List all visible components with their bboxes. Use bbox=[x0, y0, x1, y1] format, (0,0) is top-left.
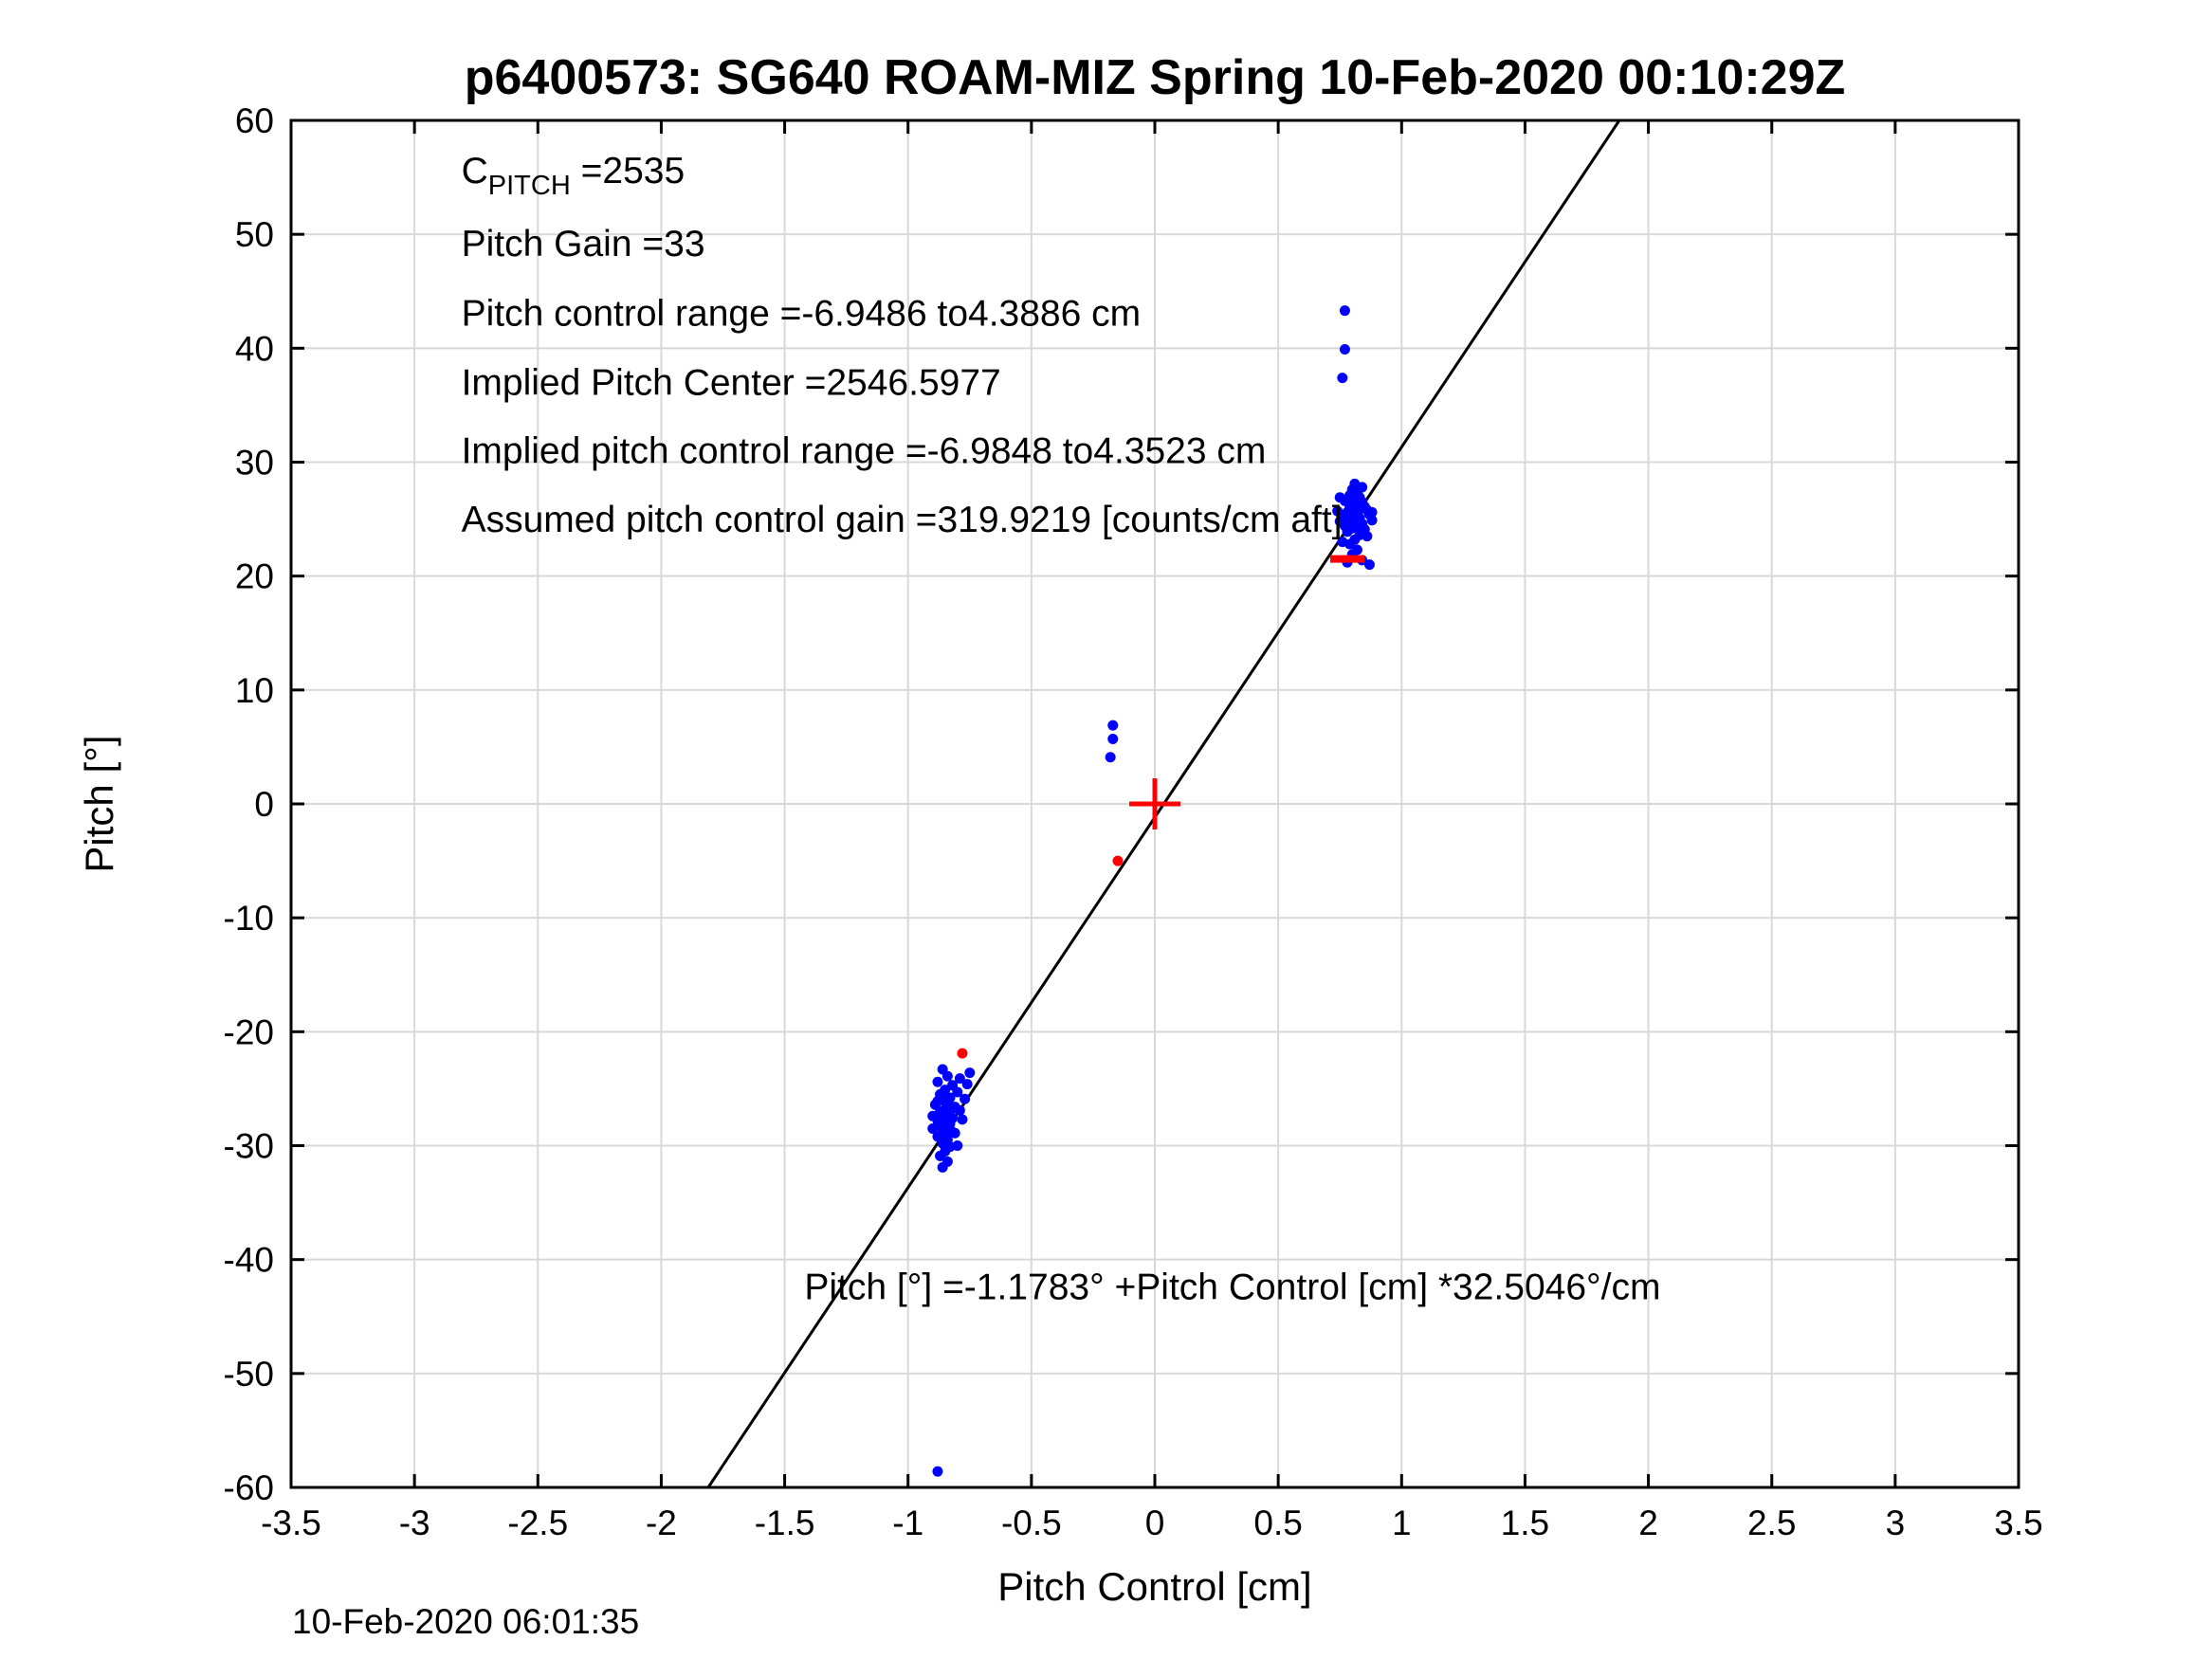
data-point bbox=[927, 1110, 939, 1121]
data-point bbox=[1362, 531, 1373, 542]
x-tick-label: 1.5 bbox=[1501, 1504, 1549, 1542]
data-point bbox=[964, 1067, 976, 1079]
x-tick-label: 3.5 bbox=[1994, 1504, 2042, 1542]
x-tick-label: 2.5 bbox=[1747, 1504, 1796, 1542]
data-point bbox=[935, 1150, 946, 1161]
data-point bbox=[954, 1073, 965, 1085]
data-point bbox=[1334, 492, 1345, 503]
y-tick-label: -30 bbox=[224, 1127, 274, 1166]
y-tick-labels: -60 -50 -40 -30 -20 -10 0 10 20 30 40 50 60 bbox=[224, 101, 274, 1507]
y-tick-label: -20 bbox=[224, 1012, 274, 1051]
data-point bbox=[1337, 373, 1348, 384]
data-point bbox=[932, 1466, 943, 1477]
x-tick-label: -2 bbox=[646, 1504, 677, 1542]
data-point bbox=[961, 1079, 973, 1090]
y-tick-label: -60 bbox=[224, 1468, 274, 1507]
data-point bbox=[937, 1161, 948, 1173]
data-point bbox=[1351, 544, 1362, 556]
plot-annotations: CPITCH =2535 Pitch Gain =33 Pitch control … bbox=[462, 151, 1661, 1308]
data-point bbox=[1366, 506, 1378, 518]
data-point bbox=[1339, 305, 1350, 317]
y-tick-label: -10 bbox=[224, 899, 274, 938]
data-point bbox=[1107, 720, 1119, 731]
annotation-text: Implied Pitch Center =2546.5977 bbox=[462, 363, 1001, 404]
y-tick-label: 0 bbox=[254, 785, 274, 824]
y-tick-label: -40 bbox=[224, 1241, 274, 1280]
data-point bbox=[1349, 478, 1361, 489]
figure-timestamp: 10-Feb-2020 06:01:35 bbox=[292, 1602, 640, 1641]
data-point bbox=[1339, 520, 1350, 532]
x-axis-label: Pitch Control [cm] bbox=[997, 1564, 1312, 1609]
x-tick-label: -1.5 bbox=[755, 1504, 815, 1542]
series-flagged-samples-red bbox=[957, 855, 1124, 1059]
annotation-text: CPITCH =2535 bbox=[462, 151, 686, 201]
data-point bbox=[1363, 559, 1375, 571]
x-tick-label: -3.5 bbox=[261, 1504, 321, 1542]
data-point bbox=[1339, 344, 1350, 356]
plus-marker bbox=[1129, 778, 1180, 830]
data-point bbox=[1107, 734, 1119, 745]
data-point bbox=[927, 1122, 939, 1134]
data-point bbox=[932, 1076, 943, 1087]
annotation-text: Pitch [°] =-1.1783° +Pitch Control [cm] … bbox=[804, 1267, 1660, 1308]
data-point bbox=[960, 1093, 971, 1104]
y-tick-label: 10 bbox=[235, 671, 274, 710]
x-tick-label: 2 bbox=[1638, 1504, 1658, 1542]
data-point bbox=[952, 1086, 963, 1098]
tick-marks bbox=[289, 118, 2020, 1489]
data-point bbox=[957, 1048, 968, 1059]
data-point bbox=[1337, 537, 1348, 548]
x-tick-label: 1 bbox=[1392, 1504, 1412, 1542]
x-tick-label: 3 bbox=[1886, 1504, 1906, 1542]
x-tick-label: 0.5 bbox=[1253, 1504, 1302, 1542]
y-tick-label: 50 bbox=[235, 215, 274, 254]
data-point bbox=[952, 1140, 963, 1151]
y-tick-label: 40 bbox=[235, 329, 274, 368]
x-tick-label: -3 bbox=[399, 1504, 430, 1542]
x-tick-label: -1 bbox=[892, 1504, 923, 1542]
x-tick-labels: -3.5 -3 -2.5 -2 -1.5 -1 -0.5 0 0.5 1 1.5 2 2.5 3 3.5 bbox=[261, 1504, 2043, 1542]
x-tick-label: 0 bbox=[1145, 1504, 1165, 1542]
annotation-text: Pitch control range =-6.9486 to4.3886 cm bbox=[462, 293, 1142, 334]
data-point bbox=[949, 1127, 960, 1139]
data-point bbox=[954, 1104, 965, 1116]
data-point bbox=[941, 1070, 953, 1082]
data-point bbox=[1332, 505, 1344, 517]
annotation-text: Pitch Gain =33 bbox=[462, 224, 705, 264]
x-tick-label: -0.5 bbox=[1001, 1504, 1062, 1542]
data-point bbox=[957, 1114, 968, 1125]
series-pitch-samples-blue bbox=[927, 305, 1378, 1477]
y-tick-label: 20 bbox=[235, 557, 274, 596]
y-tick-label: 30 bbox=[235, 444, 274, 483]
x-tick-label: -2.5 bbox=[507, 1504, 568, 1542]
data-point bbox=[1105, 752, 1116, 763]
data-point bbox=[1366, 515, 1378, 526]
y-tick-label: -50 bbox=[224, 1355, 274, 1394]
series-origin-cross-red bbox=[1129, 778, 1180, 830]
y-tick-label: 60 bbox=[235, 101, 274, 140]
chart-title: p6400573: SG640 ROAM-MIZ Spring 10-Feb-2… bbox=[464, 50, 1846, 105]
data-point bbox=[1112, 855, 1124, 866]
data-point bbox=[932, 1096, 943, 1107]
annotation-text: Assumed pitch control gain =319.9219 [co… bbox=[462, 500, 1343, 540]
annotation-text: Implied pitch control range =-6.9848 to4… bbox=[462, 431, 1267, 472]
